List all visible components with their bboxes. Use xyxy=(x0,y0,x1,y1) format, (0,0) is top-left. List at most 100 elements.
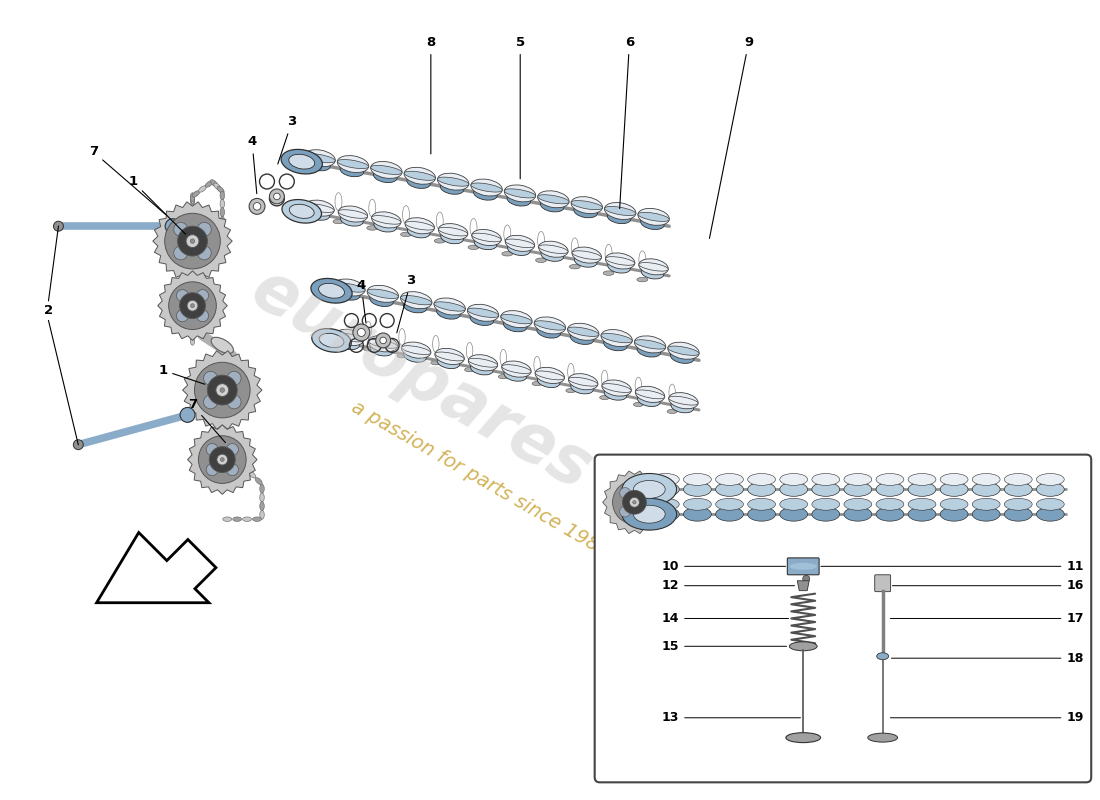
Ellipse shape xyxy=(255,478,262,485)
Ellipse shape xyxy=(333,219,344,224)
Ellipse shape xyxy=(505,235,535,251)
Ellipse shape xyxy=(220,191,224,200)
Ellipse shape xyxy=(607,211,630,224)
Ellipse shape xyxy=(438,177,469,186)
Ellipse shape xyxy=(242,464,249,471)
Ellipse shape xyxy=(1004,474,1032,486)
Circle shape xyxy=(176,290,188,302)
Ellipse shape xyxy=(368,336,397,352)
Circle shape xyxy=(174,222,188,236)
Ellipse shape xyxy=(571,382,593,394)
Text: europares: europares xyxy=(239,256,603,504)
Ellipse shape xyxy=(535,371,564,380)
Ellipse shape xyxy=(311,329,351,352)
Ellipse shape xyxy=(790,563,817,570)
Ellipse shape xyxy=(972,498,1000,510)
Ellipse shape xyxy=(634,481,665,498)
Ellipse shape xyxy=(532,382,542,386)
Text: 14: 14 xyxy=(661,612,789,625)
Ellipse shape xyxy=(319,283,344,298)
Circle shape xyxy=(217,454,228,465)
Ellipse shape xyxy=(363,346,373,351)
Ellipse shape xyxy=(574,206,597,218)
Ellipse shape xyxy=(570,332,594,345)
Ellipse shape xyxy=(541,250,563,262)
Ellipse shape xyxy=(539,245,568,254)
Ellipse shape xyxy=(748,482,775,496)
Ellipse shape xyxy=(338,155,368,173)
Ellipse shape xyxy=(876,498,904,510)
Circle shape xyxy=(206,464,218,476)
Ellipse shape xyxy=(972,474,1000,486)
Ellipse shape xyxy=(305,200,334,216)
Circle shape xyxy=(216,384,229,397)
Text: a passion for parts since 1985: a passion for parts since 1985 xyxy=(349,398,613,562)
Ellipse shape xyxy=(780,482,807,496)
Circle shape xyxy=(353,324,370,341)
Ellipse shape xyxy=(368,339,397,348)
Ellipse shape xyxy=(504,185,536,202)
Ellipse shape xyxy=(471,183,503,192)
Ellipse shape xyxy=(909,474,936,486)
Ellipse shape xyxy=(220,216,224,225)
Ellipse shape xyxy=(468,304,498,322)
Ellipse shape xyxy=(716,482,744,496)
Ellipse shape xyxy=(604,388,627,400)
Ellipse shape xyxy=(538,194,569,204)
Text: 15: 15 xyxy=(661,640,786,653)
Ellipse shape xyxy=(372,215,402,224)
Circle shape xyxy=(208,375,238,405)
Ellipse shape xyxy=(600,395,609,400)
Text: 6: 6 xyxy=(619,36,634,209)
Text: 7: 7 xyxy=(188,398,226,442)
Circle shape xyxy=(176,310,188,322)
Circle shape xyxy=(227,395,241,409)
Ellipse shape xyxy=(334,333,364,342)
Ellipse shape xyxy=(639,258,669,275)
Ellipse shape xyxy=(748,474,775,486)
Ellipse shape xyxy=(214,250,222,257)
Ellipse shape xyxy=(876,474,904,486)
Text: 16: 16 xyxy=(892,579,1084,592)
Ellipse shape xyxy=(220,242,224,251)
Ellipse shape xyxy=(540,199,564,212)
Ellipse shape xyxy=(338,206,367,222)
Ellipse shape xyxy=(220,208,224,217)
Ellipse shape xyxy=(474,238,497,250)
Ellipse shape xyxy=(636,386,664,402)
Circle shape xyxy=(638,487,649,498)
Ellipse shape xyxy=(305,204,334,213)
Ellipse shape xyxy=(405,222,435,230)
Ellipse shape xyxy=(437,357,460,369)
Ellipse shape xyxy=(505,239,535,248)
Ellipse shape xyxy=(340,164,364,177)
Ellipse shape xyxy=(716,507,744,521)
Ellipse shape xyxy=(790,642,817,650)
Ellipse shape xyxy=(570,265,581,269)
Ellipse shape xyxy=(748,507,775,521)
Ellipse shape xyxy=(190,318,195,326)
Ellipse shape xyxy=(192,266,200,271)
Text: 7: 7 xyxy=(89,146,166,214)
Ellipse shape xyxy=(683,507,712,521)
Ellipse shape xyxy=(571,201,603,210)
Ellipse shape xyxy=(639,262,668,271)
Ellipse shape xyxy=(469,245,478,250)
Ellipse shape xyxy=(74,440,84,450)
Circle shape xyxy=(619,487,630,498)
Ellipse shape xyxy=(909,507,936,521)
Ellipse shape xyxy=(507,243,530,255)
Ellipse shape xyxy=(669,396,698,405)
Ellipse shape xyxy=(634,506,665,523)
Text: 17: 17 xyxy=(890,612,1084,625)
Ellipse shape xyxy=(341,214,363,226)
Ellipse shape xyxy=(400,295,432,305)
Ellipse shape xyxy=(748,498,775,510)
Ellipse shape xyxy=(223,517,232,522)
Ellipse shape xyxy=(565,389,575,393)
Ellipse shape xyxy=(440,182,464,194)
Ellipse shape xyxy=(404,167,436,184)
Ellipse shape xyxy=(507,194,530,206)
Ellipse shape xyxy=(972,507,1000,521)
Ellipse shape xyxy=(1036,482,1065,496)
